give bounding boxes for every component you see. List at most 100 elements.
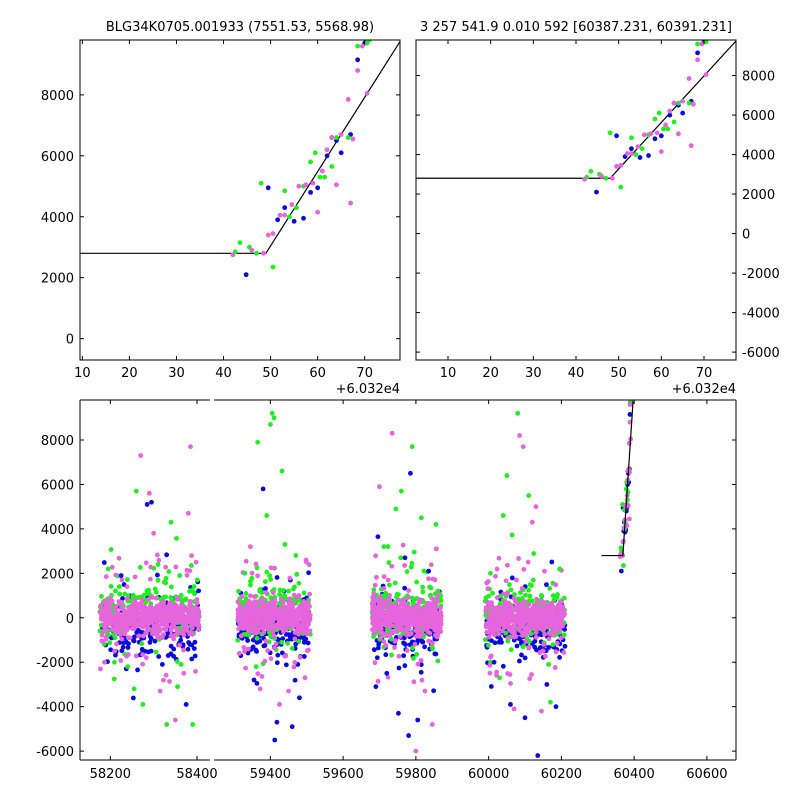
data-point [526, 493, 532, 498]
data-point [599, 173, 604, 179]
data-point [609, 175, 615, 181]
data-point [112, 648, 118, 654]
data-point [648, 131, 654, 137]
data-point [548, 699, 553, 705]
data-point [124, 611, 130, 617]
data-point [401, 608, 407, 614]
data-point [350, 136, 356, 142]
data-point [286, 632, 292, 638]
data-point [262, 658, 268, 664]
data-point [192, 639, 198, 645]
data-point [272, 597, 278, 603]
data-point [268, 599, 274, 605]
data-point [306, 570, 312, 576]
data-point [302, 675, 308, 681]
axes-frame [79, 39, 401, 361]
data-point [264, 513, 270, 518]
full-lightcurve-panel: 58200 58400 59400 59600 59800 60000 60200 60400… [36, 399, 737, 782]
data-point [160, 621, 165, 627]
x-tick-label: 30 [525, 366, 542, 381]
data-point [154, 552, 160, 558]
data-point [302, 637, 308, 643]
data-point [279, 468, 285, 474]
data-point [257, 686, 263, 692]
data-point [153, 615, 159, 621]
data-point [99, 632, 105, 638]
data-point [118, 606, 124, 612]
data-point [289, 603, 295, 608]
data-point [429, 595, 435, 601]
data-point [667, 108, 673, 114]
data-point [431, 688, 437, 694]
data-point [530, 577, 536, 583]
data-point [291, 664, 297, 670]
data-point [286, 688, 291, 694]
data-point [184, 624, 190, 630]
data-point [546, 631, 552, 637]
data-point [97, 609, 103, 615]
data-point [270, 231, 276, 236]
data-point [290, 613, 296, 619]
y-tick-label: -6000 [36, 745, 74, 760]
data-point [182, 606, 188, 612]
data-point [372, 582, 378, 588]
y-tick-label: 0 [66, 333, 74, 348]
data-point [183, 628, 189, 633]
model-line [601, 401, 634, 557]
data-point [113, 652, 118, 658]
data-point [488, 653, 494, 659]
data-point [246, 598, 252, 604]
data-point [270, 590, 276, 596]
data-point [243, 609, 249, 615]
data-point [105, 628, 111, 633]
data-point [487, 662, 493, 668]
data-point [187, 629, 193, 635]
data-point [520, 624, 526, 630]
data-point [106, 614, 112, 620]
data-point [371, 647, 377, 653]
data-point [492, 640, 498, 646]
data-point [561, 595, 567, 601]
data-point [168, 633, 174, 639]
data-point [401, 640, 406, 646]
data-point [267, 613, 273, 618]
data-point [633, 152, 639, 157]
data-point [167, 679, 172, 684]
data-point [680, 110, 686, 116]
data-point [239, 606, 244, 612]
data-point [536, 621, 542, 626]
data-point [125, 652, 131, 657]
data-point [396, 653, 402, 659]
data-point [404, 569, 410, 575]
x-tick-label: 50 [610, 366, 627, 381]
data-point [385, 544, 391, 549]
data-point [261, 250, 266, 256]
data-point [296, 638, 302, 644]
data-point [194, 611, 200, 617]
data-point [494, 626, 500, 632]
data-point [371, 621, 377, 627]
data-point [377, 484, 382, 490]
data-point [378, 620, 383, 626]
data-point [126, 641, 131, 647]
data-point [432, 627, 438, 633]
data-point [253, 602, 258, 608]
data-point [695, 50, 700, 56]
data-point [163, 672, 169, 678]
data-point [505, 671, 511, 676]
axes-frame [415, 39, 737, 361]
data-point [116, 555, 122, 561]
data-point [144, 502, 150, 507]
data-point [532, 614, 538, 619]
data-point [625, 503, 631, 508]
data-point [418, 669, 424, 675]
data-point [178, 662, 184, 667]
data-point [245, 646, 251, 652]
data-point [277, 619, 283, 625]
data-point [383, 643, 389, 648]
data-point [545, 624, 551, 630]
data-point [141, 633, 146, 639]
data-point [262, 579, 268, 585]
data-point [157, 628, 163, 634]
data-point [387, 624, 393, 629]
